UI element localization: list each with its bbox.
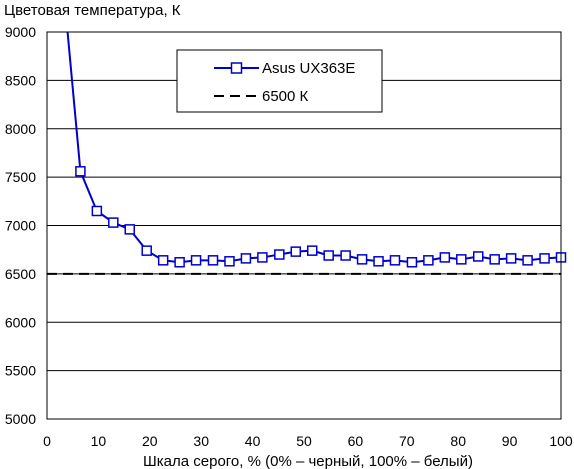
x-tick-label: 10	[91, 433, 107, 449]
data-point-asus	[423, 255, 434, 266]
data-point-asus	[439, 252, 451, 263]
data-point-asus	[373, 256, 384, 267]
data-point-asus	[91, 205, 103, 217]
data-point-asus	[141, 245, 152, 256]
data-point-asus	[406, 257, 418, 268]
x-tick-label: 0	[43, 433, 51, 449]
y-tick-label: 6500	[5, 266, 36, 282]
x-tick-label: 70	[399, 433, 415, 449]
x-tick-label: 20	[142, 433, 158, 449]
x-tick-label: 100	[549, 433, 573, 449]
y-tick-label: 9000	[5, 24, 36, 40]
data-point-asus	[489, 254, 500, 265]
data-point-asus	[323, 250, 334, 261]
data-point-asus	[124, 224, 136, 235]
y-axis-title: Цветовая температура, К	[4, 2, 181, 19]
y-tick-label: 5500	[5, 363, 36, 379]
legend-label-asus: Asus UX363E	[262, 60, 355, 77]
data-point-asus	[356, 254, 368, 265]
data-point-asus	[75, 166, 86, 177]
x-tick-label: 30	[193, 433, 209, 449]
x-tick-label: 50	[296, 433, 312, 449]
data-point-asus	[522, 255, 533, 266]
legend-label-6500k: 6500 К	[262, 88, 309, 105]
y-tick-label: 5000	[5, 411, 36, 427]
legend-box	[176, 49, 383, 113]
legend: Asus UX363E 6500 К	[176, 49, 383, 113]
x-axis-title: Шкала серого, % (0% – черный, 100% – бел…	[143, 453, 473, 469]
plot-frame	[46, 31, 562, 420]
data-point-asus	[389, 255, 401, 266]
x-tick-label: 90	[502, 433, 518, 449]
data-point-asus	[306, 245, 318, 256]
data-point-asus	[174, 257, 185, 268]
data-point-asus	[240, 253, 252, 264]
legend-marker-asus	[230, 62, 243, 74]
data-point-asus	[224, 256, 235, 267]
x-tick-label: 60	[348, 433, 364, 449]
data-point-asus	[505, 253, 517, 264]
data-point-asus	[157, 255, 169, 266]
x-tick-label: 80	[450, 433, 466, 449]
data-point-asus	[190, 255, 202, 266]
data-point-asus	[472, 251, 484, 262]
y-tick-label: 7000	[5, 218, 36, 234]
tick-labels: 5000 5500 6000 6500 7000 7500 8000 8500 9000 0 10 2…	[5, 24, 573, 449]
x-tick-label: 40	[245, 433, 261, 449]
data-point-asus	[257, 252, 268, 263]
data-point-asus	[290, 246, 302, 257]
y-tick-label: 7500	[5, 169, 36, 185]
data-point-asus	[456, 254, 467, 265]
data-point-asus	[108, 217, 119, 228]
data-point-asus	[274, 249, 285, 260]
y-tick-label: 6000	[5, 314, 36, 330]
data-point-asus	[340, 250, 351, 261]
data-point-asus	[539, 253, 550, 264]
data-point-asus	[207, 255, 219, 266]
y-tick-label: 8500	[5, 72, 36, 88]
y-tick-label: 8000	[5, 121, 36, 137]
